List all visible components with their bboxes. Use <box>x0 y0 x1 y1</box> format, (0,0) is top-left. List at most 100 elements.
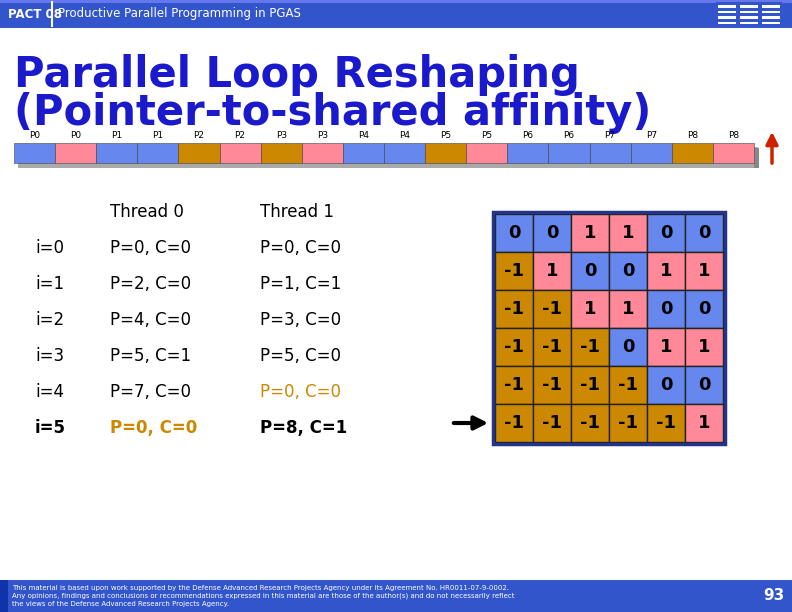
Bar <box>302 143 343 163</box>
Text: P=1, C=1: P=1, C=1 <box>260 275 341 293</box>
Bar <box>647 252 685 290</box>
Bar <box>685 366 723 404</box>
Bar <box>647 404 685 442</box>
Text: -1: -1 <box>542 338 562 356</box>
Text: 1: 1 <box>622 224 634 242</box>
Bar <box>718 16 736 18</box>
Text: (Pointer-to-shared affinity): (Pointer-to-shared affinity) <box>14 92 651 134</box>
Bar <box>609 328 647 366</box>
Text: P3: P3 <box>317 131 328 140</box>
Bar <box>508 143 548 163</box>
Bar <box>713 143 754 163</box>
Text: Productive Parallel Programming in PGAS: Productive Parallel Programming in PGAS <box>58 7 301 20</box>
Text: P=0, C=0: P=0, C=0 <box>110 419 197 437</box>
Text: P2: P2 <box>234 131 246 140</box>
Bar <box>762 21 780 24</box>
Text: 1: 1 <box>660 262 672 280</box>
Bar <box>495 290 533 328</box>
Bar <box>647 290 685 328</box>
Text: 0: 0 <box>546 224 558 242</box>
Bar <box>762 10 780 13</box>
Text: 1: 1 <box>698 262 710 280</box>
Bar <box>261 143 302 163</box>
Text: P1: P1 <box>152 131 163 140</box>
Bar <box>533 404 571 442</box>
Bar <box>647 214 685 252</box>
Bar <box>178 143 219 163</box>
Text: i=2: i=2 <box>35 311 64 329</box>
Text: P=4, C=0: P=4, C=0 <box>110 311 191 329</box>
Text: 93: 93 <box>763 589 784 603</box>
Bar <box>609 366 647 404</box>
Text: -1: -1 <box>580 338 600 356</box>
Bar <box>571 290 609 328</box>
Bar <box>609 252 647 290</box>
Text: P=3, C=0: P=3, C=0 <box>260 311 341 329</box>
Bar <box>609 290 647 328</box>
Bar <box>425 143 466 163</box>
Text: P8: P8 <box>728 131 739 140</box>
Bar <box>495 404 533 442</box>
Text: -1: -1 <box>504 414 524 432</box>
Text: P=5, C=1: P=5, C=1 <box>110 347 191 365</box>
Text: P1: P1 <box>111 131 122 140</box>
Text: 0: 0 <box>660 376 672 394</box>
Bar <box>685 290 723 328</box>
Text: -1: -1 <box>504 338 524 356</box>
Text: 0: 0 <box>622 338 634 356</box>
Bar <box>685 404 723 442</box>
Bar <box>495 328 533 366</box>
Bar <box>495 252 533 290</box>
Bar <box>685 252 723 290</box>
Bar <box>571 328 609 366</box>
Text: i=4: i=4 <box>35 383 64 401</box>
Text: P=2, C=0: P=2, C=0 <box>110 275 191 293</box>
Text: -1: -1 <box>580 414 600 432</box>
Bar <box>495 366 533 404</box>
Text: P2: P2 <box>193 131 204 140</box>
Text: P4: P4 <box>399 131 410 140</box>
Bar <box>740 16 758 18</box>
Text: P6: P6 <box>523 131 534 140</box>
Bar <box>533 366 571 404</box>
Bar <box>718 10 736 13</box>
Bar <box>18 147 758 168</box>
Bar <box>571 366 609 404</box>
Text: P=0, C=0: P=0, C=0 <box>260 239 341 257</box>
Text: P5: P5 <box>440 131 451 140</box>
Bar <box>647 366 685 404</box>
Text: This material is based upon work supported by the Defense Advanced Research Proj: This material is based upon work support… <box>12 584 515 607</box>
Bar <box>219 143 261 163</box>
Bar <box>647 328 685 366</box>
Text: 1: 1 <box>546 262 558 280</box>
Text: 1: 1 <box>584 224 596 242</box>
Text: 1: 1 <box>622 300 634 318</box>
Text: -1: -1 <box>504 262 524 280</box>
Bar <box>571 404 609 442</box>
Text: i=1: i=1 <box>35 275 64 293</box>
Bar <box>533 252 571 290</box>
Text: P=0, C=0: P=0, C=0 <box>260 383 341 401</box>
Bar <box>762 16 780 18</box>
Bar <box>716 2 782 26</box>
Bar <box>762 5 780 7</box>
Bar <box>609 404 647 442</box>
Text: 0: 0 <box>660 300 672 318</box>
Text: P4: P4 <box>358 131 369 140</box>
Text: -1: -1 <box>542 376 562 394</box>
Text: P0: P0 <box>29 131 40 140</box>
Bar <box>718 5 736 7</box>
Text: i=3: i=3 <box>35 347 64 365</box>
Bar <box>685 328 723 366</box>
Text: -1: -1 <box>504 300 524 318</box>
Bar <box>672 143 713 163</box>
Text: P=8, C=1: P=8, C=1 <box>260 419 347 437</box>
Text: i=5: i=5 <box>35 419 66 437</box>
Bar <box>740 5 758 7</box>
Text: P3: P3 <box>276 131 287 140</box>
Text: 1: 1 <box>698 338 710 356</box>
Text: 0: 0 <box>508 224 520 242</box>
Bar <box>609 214 647 252</box>
Text: P=5, C=0: P=5, C=0 <box>260 347 341 365</box>
Bar <box>343 143 384 163</box>
